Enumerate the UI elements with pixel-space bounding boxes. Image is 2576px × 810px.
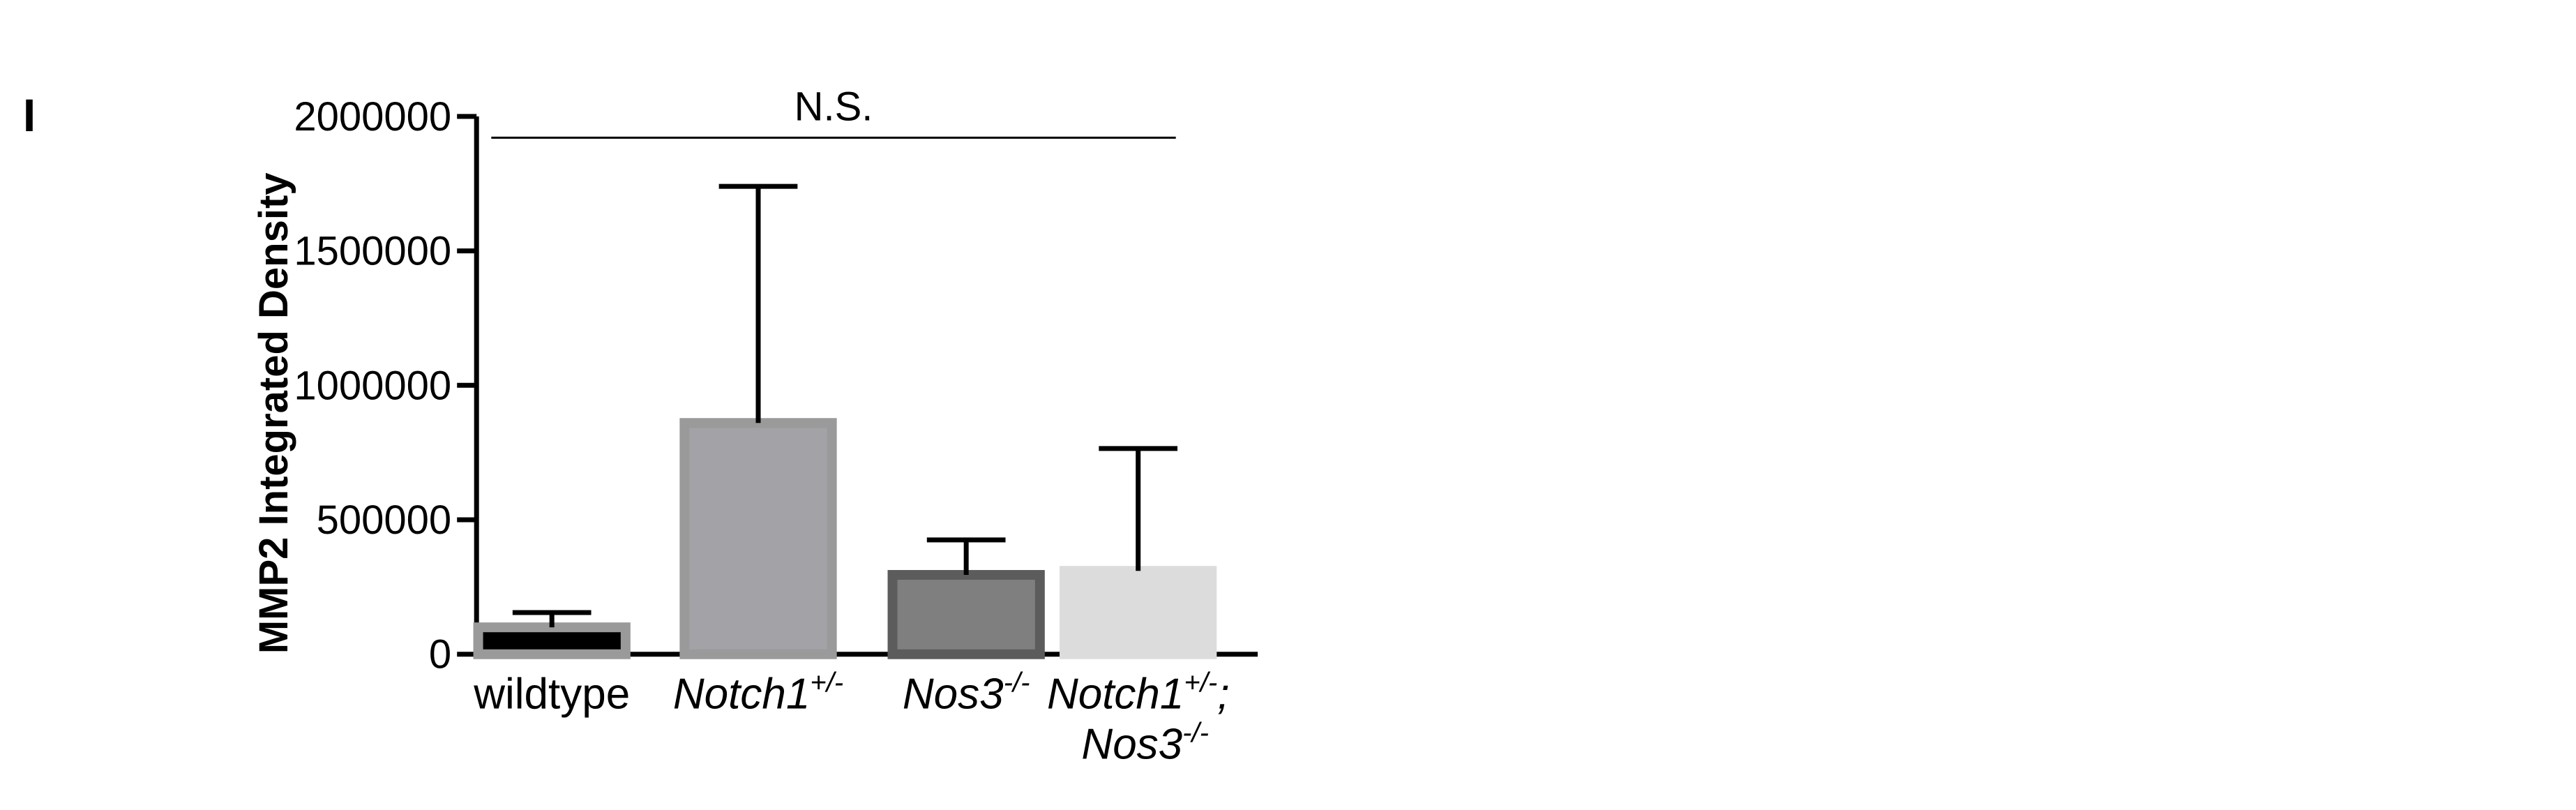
x-tick-label: Nos3-/-	[903, 668, 1030, 719]
x-tick-label-line2: Nos3-/-	[1081, 718, 1209, 769]
x-tick-label: Notch1+/-	[673, 668, 843, 719]
y-tick-label: 1500000	[294, 229, 451, 274]
significance-label: N.S.	[794, 84, 873, 130]
bar	[473, 622, 631, 659]
y-tick-label: 0	[429, 632, 451, 677]
y-tick-label: 2000000	[294, 94, 451, 140]
panel-letter: I	[23, 89, 36, 141]
bar	[1060, 566, 1217, 659]
y-tick-label: 1000000	[294, 363, 451, 408]
bar	[887, 570, 1045, 659]
panel-mmp2: I MMP2 Integrated Density 0 500000 1000000 15…	[23, 84, 1258, 769]
bar	[679, 418, 837, 659]
x-tick-label: wildtype	[473, 670, 630, 719]
y-axis-label: MMP2 Integrated Density	[251, 172, 296, 654]
x-tick-label: Notch1+/-;	[1047, 668, 1229, 719]
y-tick-label: 500000	[317, 497, 452, 543]
